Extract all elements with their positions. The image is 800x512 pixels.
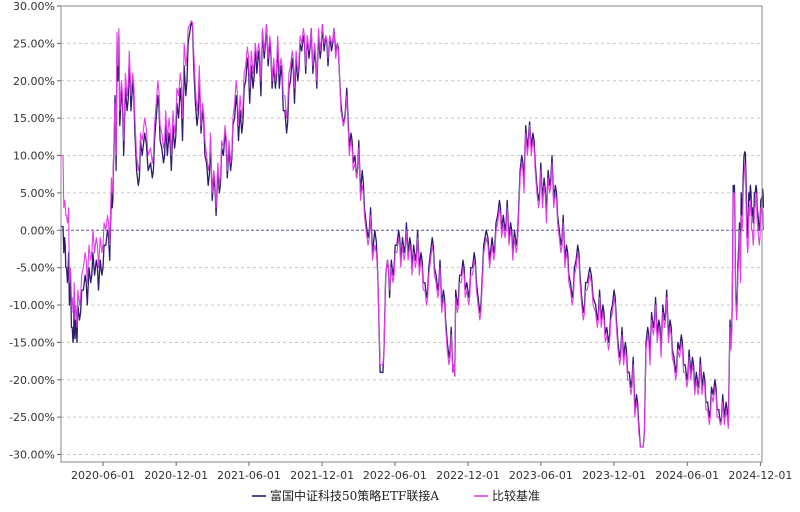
plot-frame bbox=[60, 5, 763, 463]
y-tick-label: 30.00% bbox=[13, 0, 55, 13]
y-tick-label: 5.00% bbox=[20, 187, 55, 200]
x-tick-label: 2023-12-01 bbox=[582, 469, 646, 482]
series-layer bbox=[61, 20, 765, 448]
y-tick-label: 10.00% bbox=[13, 150, 55, 163]
y-tick-label: 15.00% bbox=[13, 112, 55, 125]
y-tick-label: -5.00% bbox=[16, 262, 55, 275]
x-tick-label: 2023-06-01 bbox=[509, 469, 573, 482]
y-tick-label: 25.00% bbox=[13, 37, 55, 50]
series-line-2 bbox=[61, 20, 764, 448]
series-line-1 bbox=[61, 20, 765, 448]
x-tick-label: 2024-06-01 bbox=[655, 469, 719, 482]
y-tick-label: -20.00% bbox=[9, 374, 55, 387]
x-tick-label: 2021-12-01 bbox=[290, 469, 354, 482]
x-tick-label: 2020-06-01 bbox=[71, 469, 135, 482]
legend-label-1: 富国中证科技50策略ETF联接A bbox=[270, 488, 439, 503]
y-tick-label: -10.00% bbox=[9, 299, 55, 312]
x-axis: 2020-06-01 2020-12-01 2021-06-01 2021-12-01… bbox=[71, 462, 792, 482]
x-tick-label: 2020-12-01 bbox=[144, 469, 208, 482]
legend: 富国中证科技50策略ETF联接A 比较基准 bbox=[252, 488, 540, 503]
x-tick-label: 2021-06-01 bbox=[217, 469, 281, 482]
y-tick-label: -25.00% bbox=[9, 411, 55, 424]
y-tick-label: 20.00% bbox=[13, 75, 55, 88]
y-tick-label: -30.00% bbox=[9, 449, 55, 462]
x-tick-label: 2024-12-01 bbox=[728, 469, 792, 482]
y-tick-label: -15.00% bbox=[9, 336, 55, 349]
legend-label-2: 比较基准 bbox=[492, 488, 540, 503]
x-tick-label: 2022-06-01 bbox=[363, 469, 427, 482]
y-tick-label: 0.00% bbox=[20, 224, 55, 237]
x-tick-label: 2022-12-01 bbox=[436, 469, 500, 482]
y-axis: 30.00% 25.00% 20.00% 15.00% 10.00% 5.00% 0.00%… bbox=[9, 0, 61, 462]
